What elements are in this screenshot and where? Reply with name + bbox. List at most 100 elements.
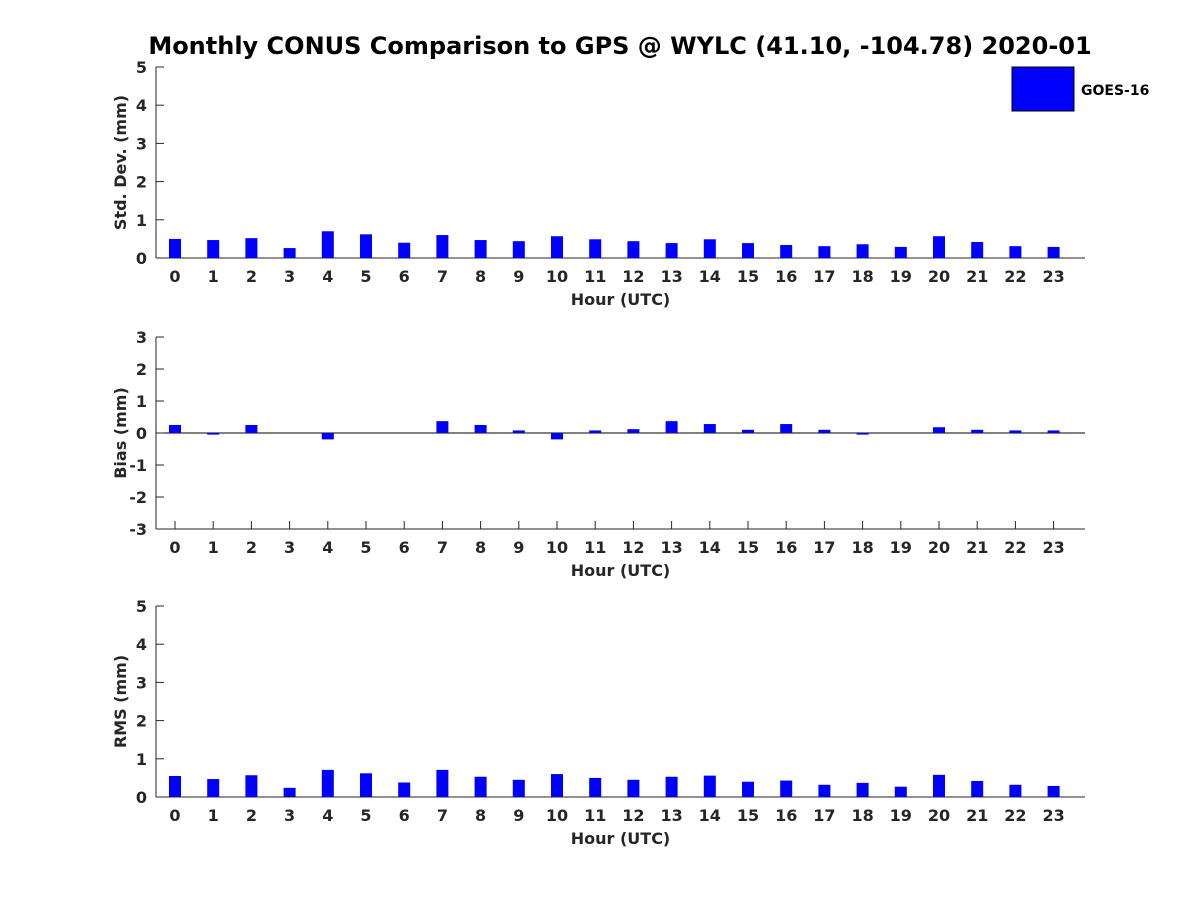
x-tick-label: 15	[737, 538, 759, 557]
chart-title: Monthly CONUS Comparison to GPS @ WYLC (…	[148, 32, 1091, 60]
y-tick-label: 3	[136, 328, 147, 347]
bar-hour-2	[245, 238, 258, 258]
legend-swatch	[1011, 66, 1075, 112]
y-tick-label: -1	[129, 456, 147, 475]
bar-hour-18	[856, 433, 869, 435]
x-tick-label: 9	[513, 538, 524, 557]
bar-hour-17	[818, 784, 831, 797]
x-tick-label: 14	[699, 538, 721, 557]
bar-hour-4	[321, 433, 334, 440]
x-tick-label: 13	[660, 267, 682, 286]
x-tick-label: 6	[399, 806, 410, 825]
x-axis-label: Hour (UTC)	[571, 829, 671, 848]
legend-label: GOES-16	[1081, 83, 1149, 99]
x-tick-label: 15	[737, 267, 759, 286]
bar-hour-11	[589, 430, 602, 433]
x-tick-label: 19	[890, 806, 912, 825]
bar-hour-15	[742, 781, 754, 797]
x-tick-label: 16	[775, 806, 797, 825]
x-tick-label: 18	[851, 267, 873, 286]
x-tick-label: 5	[360, 538, 371, 557]
x-tick-label: 11	[584, 806, 606, 825]
x-tick-label: 12	[622, 806, 644, 825]
x-tick-label: 1	[208, 806, 219, 825]
bar-hour-14	[703, 239, 716, 258]
bar-hour-13	[665, 421, 678, 433]
y-tick-label: 2	[136, 712, 147, 731]
bar-hour-9	[512, 779, 525, 797]
x-tick-label: 3	[284, 806, 295, 825]
x-tick-label: 22	[1004, 267, 1026, 286]
y-tick-label: 0	[136, 249, 147, 268]
y-tick-label: 1	[136, 211, 147, 230]
x-tick-label: 7	[437, 538, 448, 557]
x-tick-label: 0	[169, 538, 180, 557]
bar-hour-4	[321, 769, 334, 797]
bar-hour-23	[1047, 785, 1060, 797]
x-tick-label: 15	[737, 806, 759, 825]
y-tick-label: 0	[136, 788, 147, 807]
x-tick-label: 2	[246, 538, 257, 557]
x-tick-label: 9	[513, 806, 524, 825]
bar-hour-7	[436, 769, 449, 797]
bar-hour-21	[971, 429, 984, 433]
x-tick-label: 20	[928, 267, 950, 286]
bar-hour-6	[398, 782, 411, 797]
x-tick-label: 8	[475, 267, 486, 286]
bar-hour-18	[856, 782, 869, 797]
x-tick-label: 14	[699, 267, 721, 286]
bar-hour-8	[474, 240, 487, 258]
x-tick-label: 12	[622, 267, 644, 286]
x-tick-label: 10	[546, 267, 568, 286]
bar-hour-0	[169, 425, 181, 433]
x-tick-label: 2	[246, 806, 257, 825]
bar-hour-9	[512, 430, 525, 433]
bar-hour-0	[169, 238, 181, 258]
bar-hour-0	[169, 775, 181, 797]
x-tick-label: 8	[475, 538, 486, 557]
bar-hour-15	[742, 243, 754, 258]
x-tick-label: 16	[775, 267, 797, 286]
bar-hour-5	[360, 234, 372, 258]
y-tick-label: 1	[136, 750, 147, 769]
bar-hour-10	[551, 774, 563, 797]
bar-hour-7	[436, 421, 449, 433]
bar-hour-3	[283, 248, 296, 258]
bar-hour-5	[360, 773, 372, 797]
bar-hour-14	[703, 424, 716, 433]
y-tick-label: 5	[136, 597, 147, 616]
bar-hour-4	[321, 231, 334, 258]
x-tick-label: 16	[775, 538, 797, 557]
bar-hour-8	[474, 776, 487, 797]
y-axis-label: Bias (mm)	[111, 387, 130, 479]
bar-hour-21	[971, 780, 984, 797]
x-tick-label: 14	[699, 806, 721, 825]
bar-hour-16	[780, 245, 793, 258]
bar-hour-16	[780, 780, 793, 797]
x-tick-label: 18	[851, 538, 873, 557]
y-tick-label: 1	[136, 392, 147, 411]
y-tick-label: 3	[136, 673, 147, 692]
x-tick-label: 7	[437, 267, 448, 286]
x-tick-label: 23	[1042, 267, 1064, 286]
x-axis-label: Hour (UTC)	[571, 561, 671, 580]
x-tick-label: 7	[437, 806, 448, 825]
x-tick-label: 12	[622, 538, 644, 557]
bar-hour-8	[474, 425, 487, 433]
x-tick-label: 19	[890, 267, 912, 286]
bar-hour-6	[398, 242, 411, 258]
x-tick-label: 22	[1004, 538, 1026, 557]
x-tick-label: 21	[966, 267, 988, 286]
x-tick-label: 17	[813, 267, 835, 286]
x-tick-label: 11	[584, 267, 606, 286]
x-tick-label: 10	[546, 538, 568, 557]
bar-hour-14	[703, 775, 716, 797]
x-tick-label: 4	[322, 538, 333, 557]
bar-hour-19	[894, 246, 907, 258]
y-axis-label: RMS (mm)	[111, 655, 130, 748]
x-tick-label: 3	[284, 267, 295, 286]
y-tick-label: 2	[136, 173, 147, 192]
